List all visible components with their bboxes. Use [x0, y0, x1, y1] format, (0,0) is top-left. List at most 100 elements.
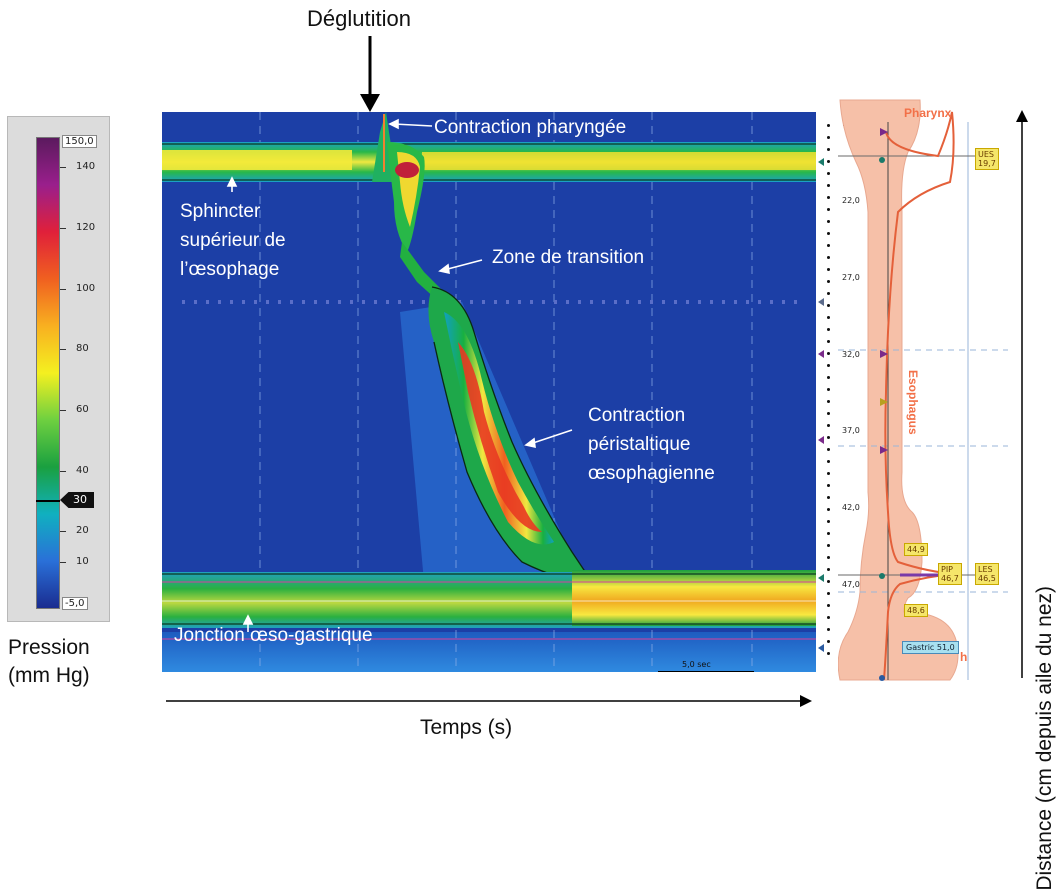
colorbar-tick-mark: [60, 227, 66, 229]
sensor-dot: [827, 460, 830, 463]
label-sphincter-1: Sphincter: [180, 201, 261, 222]
label-contraction-3: œsophagienne: [588, 463, 715, 484]
sensor-dot: [827, 232, 830, 235]
sensor-dot: [827, 400, 830, 403]
label-esophagus: Esophagus: [906, 370, 920, 435]
colorbar-min: -5,0: [62, 597, 88, 610]
sensor-dot: [827, 628, 830, 631]
anatomy-panel: [838, 99, 1008, 681]
sensor-dot: [827, 280, 830, 283]
sensor-dot: [827, 208, 830, 211]
label-sphincter-2: supérieur de: [180, 230, 286, 251]
colorbar-tick-mark: [60, 470, 66, 472]
sensor-dot: [827, 568, 830, 571]
depth-tick: 27,0: [842, 272, 860, 282]
ues-value: 19,7: [978, 159, 996, 168]
label-pharynx: Pharynx: [904, 106, 952, 120]
swallow-arrow: [360, 36, 380, 112]
sensor-dot: [827, 496, 830, 499]
sensor-dot: [827, 340, 830, 343]
sensor-marker: [818, 350, 824, 358]
label-contraction-2: péristaltique: [588, 434, 691, 455]
depth-tick: 42,0: [842, 503, 860, 513]
sensor-dot: [827, 640, 830, 643]
sensor-marker: [818, 644, 824, 652]
x-axis-arrow: [166, 695, 812, 707]
sensor-dot: [827, 244, 830, 247]
sensor-marker: [818, 158, 824, 166]
colorbar-tick: 80: [76, 343, 89, 355]
threshold-value: 30: [73, 493, 87, 506]
colorbar-tick-mark: [60, 531, 66, 533]
colorbar-tick: 20: [76, 525, 89, 537]
sensor-dot: [827, 256, 830, 259]
depth-tick: 32,0: [842, 349, 860, 359]
sensor-dot: [827, 172, 830, 175]
colorbar-gradient: [36, 137, 60, 609]
gastric-box: Gastric 51,0: [902, 641, 959, 654]
title: Déglutition: [307, 6, 411, 31]
colorbar-tick-mark: [60, 409, 66, 411]
depth-tick: 22,0: [842, 195, 860, 205]
colorbar-tick-mark: [60, 167, 66, 169]
les-name: LES: [978, 565, 993, 574]
scale-bar-label: 5,0 sec: [682, 660, 711, 669]
sensor-dot: [827, 652, 830, 655]
sensor-dot: [827, 352, 830, 355]
sensor-dot: [827, 508, 830, 511]
manometry-plot: [162, 112, 816, 672]
sensor-dot: [827, 184, 830, 187]
sensor-dot: [827, 304, 830, 307]
colorbar-tick-mark: [60, 561, 66, 563]
y-axis-arrow: [1016, 110, 1028, 678]
y-axis-label: Distance (cm depuis aile du nez): [1033, 586, 1056, 891]
label-zone-transition: Zone de transition: [492, 247, 645, 268]
sensor-dot: [827, 604, 830, 607]
label-contraction-pharyngee: Contraction pharyngée: [434, 117, 627, 138]
colorbar-tick-mark: [60, 288, 66, 290]
sensor-dot: [827, 424, 830, 427]
lower-les-box: 48,6: [904, 604, 928, 617]
colorbar-max: 150,0: [62, 135, 97, 148]
sensor-dot: [827, 544, 830, 547]
depth-tick: 47,0: [842, 580, 860, 590]
colorbar-label-line1: Pression: [8, 636, 90, 659]
sensor-dot: [827, 484, 830, 487]
pip-name: PIP: [941, 565, 954, 574]
sensor-dot: [827, 412, 830, 415]
sensor-dot: [827, 520, 830, 523]
colorbar-tick: 100: [76, 282, 96, 294]
sensor-dot: [827, 316, 830, 319]
upper-les-box: 44,9: [904, 543, 928, 556]
colorbar-tick-mark: [60, 349, 66, 351]
sensor-dot: [827, 448, 830, 451]
sensor-dot: [827, 436, 830, 439]
sensor-dot: [827, 592, 830, 595]
colorbar-tick: 60: [76, 403, 89, 415]
threshold-line: [36, 500, 60, 502]
colorbar-tick: 120: [76, 221, 96, 233]
depth-column: [816, 112, 838, 672]
les-value: 46,5: [978, 574, 996, 583]
colorbar-tick: 40: [76, 464, 89, 476]
sensor-dot: [827, 364, 830, 367]
sensor-dot: [827, 148, 830, 151]
sensor-dot: [827, 136, 830, 139]
sensor-dot: [827, 268, 830, 271]
ues-box: UES 19,7: [975, 148, 999, 170]
sensor-dot: [827, 532, 830, 535]
label-sphincter-3: l’œsophage: [180, 259, 280, 280]
sensor-dot: [827, 124, 830, 127]
sensor-dot: [827, 376, 830, 379]
depth-tick: 37,0: [842, 426, 860, 436]
pip-value: 46,7: [941, 574, 959, 583]
colorbar-label-line2: (mm Hg): [8, 664, 90, 687]
sensor-marker: [818, 574, 824, 582]
colorbar-tick: 10: [76, 555, 89, 567]
sensor-dot: [827, 220, 830, 223]
colorbar-tick: 140: [76, 161, 96, 173]
threshold-marker: [60, 492, 94, 508]
sensor-dot: [827, 472, 830, 475]
sensor-dot: [827, 160, 830, 163]
ues-name: UES: [978, 150, 994, 159]
